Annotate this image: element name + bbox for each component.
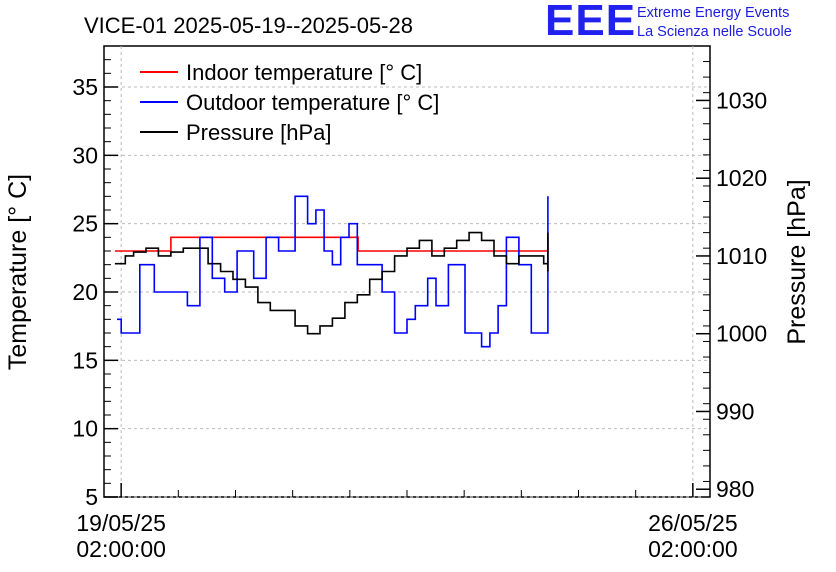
series-line-indoor <box>114 236 549 252</box>
x-tick-label-time: 02:00:00 <box>76 536 166 562</box>
eee-logo-line1: Extreme Energy Events <box>637 5 790 21</box>
eee-logo-mark: EEE <box>545 0 637 45</box>
series-line-pressure <box>114 231 549 335</box>
x-tick-label-date: 26/05/25 <box>648 510 738 536</box>
y-tick-label: 10 <box>72 416 98 442</box>
y2-tick-label: 1010 <box>716 243 767 269</box>
legend-label-indoor: Indoor temperature [° C] <box>186 60 422 85</box>
legend-label-outdoor: Outdoor temperature [° C] <box>186 90 439 115</box>
y2-tick-label: 1030 <box>716 87 767 113</box>
x-tick-label-time: 02:00:00 <box>648 536 738 562</box>
y-tick-label: 5 <box>85 484 98 510</box>
grid-layer <box>104 46 710 498</box>
y-tick-label: 35 <box>72 74 98 100</box>
y-axis-label: Temperature [° C] <box>4 174 32 370</box>
eee-logo: EEE Extreme Energy Events La Scienza nel… <box>545 0 825 45</box>
y2-tick-label: 990 <box>716 398 754 424</box>
legend: Indoor temperature [° C] Outdoor temperat… <box>140 60 439 145</box>
right-axis: 980 990 1000 1010 1020 1030 <box>696 45 767 502</box>
series-layer <box>114 195 549 348</box>
y2-tick-label: 1020 <box>716 165 767 191</box>
y-tick-label: 15 <box>72 347 98 373</box>
eee-logo-line2: La Scienza nelle Scuole <box>637 24 792 40</box>
chart-title: VICE-01 2025-05-19--2025-05-28 <box>84 13 413 38</box>
y2-tick-label: 1000 <box>716 321 767 347</box>
legend-label-pressure: Pressure [hPa] <box>186 120 332 145</box>
series-line-outdoor <box>117 195 549 348</box>
y2-tick-label: 980 <box>716 476 754 502</box>
y2-axis-label: Pressure [hPa] <box>783 179 811 344</box>
y-tick-label: 25 <box>72 211 98 237</box>
y-tick-label: 30 <box>72 142 98 168</box>
left-axis: 5 10 15 20 25 30 35 <box>72 45 118 510</box>
y-tick-label: 20 <box>72 279 98 305</box>
x-tick-label-date: 19/05/25 <box>76 510 166 536</box>
